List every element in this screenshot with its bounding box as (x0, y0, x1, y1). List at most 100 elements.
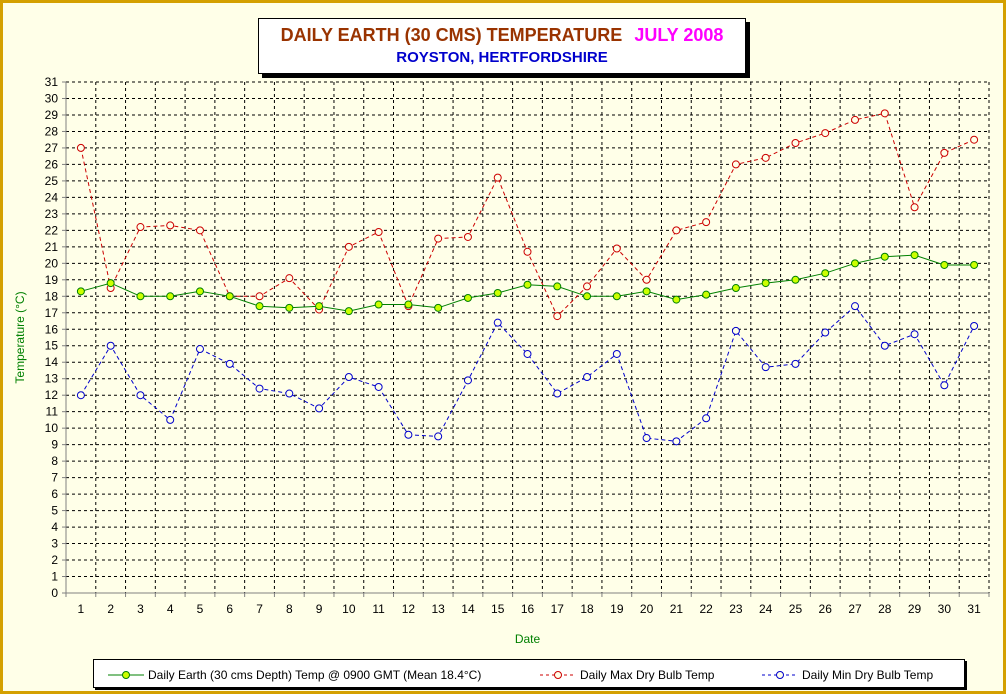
data-point-min (970, 321, 979, 330)
data-point-min (880, 341, 889, 350)
data-point-earth (434, 303, 443, 312)
y-tick-label: 23 (45, 207, 59, 221)
plot-area (66, 82, 989, 593)
data-point-earth (851, 259, 860, 268)
x-tick-label: 17 (551, 602, 565, 616)
data-point-min (642, 434, 651, 443)
data-point-earth (76, 287, 85, 296)
data-point-earth (672, 295, 681, 304)
data-point-earth (315, 302, 324, 311)
data-point-earth (553, 282, 562, 291)
data-point-max (76, 143, 85, 152)
y-tick-label: 24 (45, 190, 59, 204)
data-point-earth (821, 269, 830, 278)
y-tick-label: 22 (45, 223, 59, 237)
data-point-max (612, 244, 621, 253)
data-point-earth (285, 303, 294, 312)
y-tick-label: 29 (45, 108, 59, 122)
data-point-earth (166, 292, 175, 301)
x-tick-label: 19 (610, 602, 624, 616)
data-point-min (940, 381, 949, 390)
data-point-max (761, 153, 770, 162)
data-point-max (434, 234, 443, 243)
data-point-max (880, 109, 889, 118)
data-point-max (344, 242, 353, 251)
chart-title: DAILY EARTH (30 CMS) TEMPERATURE JULY 200… (259, 25, 745, 46)
data-point-earth (404, 300, 413, 309)
x-tick-label: 15 (491, 602, 505, 616)
data-point-min (136, 391, 145, 400)
data-point-min (463, 376, 472, 385)
data-point-min (404, 430, 413, 439)
legend-swatch-max (540, 670, 576, 679)
data-point-min (851, 302, 860, 311)
data-point-min (612, 349, 621, 358)
chart-title-box: DAILY EARTH (30 CMS) TEMPERATURE JULY 200… (258, 18, 746, 74)
x-tick-label: 29 (908, 602, 922, 616)
data-point-min (731, 326, 740, 335)
data-point-max (195, 226, 204, 235)
x-tick-label: 11 (372, 602, 385, 616)
x-tick-label: 6 (226, 602, 233, 616)
chart-title-main: DAILY EARTH (30 CMS) TEMPERATURE (280, 25, 623, 45)
legend-swatch-min (762, 670, 798, 679)
data-point-earth (791, 275, 800, 284)
data-point-min (583, 373, 592, 382)
data-point-min (195, 345, 204, 354)
y-tick-label: 30 (45, 91, 59, 105)
x-tick-label: 7 (256, 602, 263, 616)
y-tick-label: 12 (45, 388, 59, 402)
x-tick-label: 3 (137, 602, 144, 616)
x-tick-label: 20 (640, 602, 654, 616)
x-tick-label: 12 (402, 602, 416, 616)
x-tick-label: 22 (699, 602, 713, 616)
legend-item-max: Daily Max Dry Bulb Temp (540, 667, 714, 682)
data-point-max (791, 138, 800, 147)
y-tick-label: 7 (51, 471, 58, 485)
data-point-earth (195, 287, 204, 296)
y-tick-label: 11 (46, 405, 59, 419)
data-point-earth (523, 280, 532, 289)
data-point-earth (880, 252, 889, 261)
data-point-min (821, 328, 830, 337)
y-tick-label: 4 (51, 520, 58, 534)
data-point-min (434, 432, 443, 441)
chart-title-date: JULY 2008 (634, 25, 724, 45)
y-tick-label: 28 (45, 124, 59, 138)
data-point-earth (106, 279, 115, 288)
y-tick-label: 3 (51, 537, 58, 551)
data-point-min (225, 359, 234, 368)
data-point-earth (374, 300, 383, 309)
y-tick-label: 13 (45, 372, 59, 386)
y-tick-label: 6 (51, 487, 58, 501)
data-point-earth (344, 307, 353, 316)
data-point-earth (761, 279, 770, 288)
x-tick-label: 14 (461, 602, 475, 616)
x-tick-label: 31 (967, 602, 981, 616)
y-tick-label: 15 (45, 339, 59, 353)
x-axis-title: Date (515, 632, 541, 646)
y-tick-label: 2 (51, 553, 58, 567)
legend-item-earth: Daily Earth (30 cms Depth) Temp @ 0900 G… (108, 667, 481, 682)
data-point-max (702, 218, 711, 227)
x-tick-label: 4 (167, 602, 174, 616)
y-tick-label: 17 (45, 306, 59, 320)
data-point-min (702, 414, 711, 423)
x-tick-label: 9 (316, 602, 323, 616)
data-point-max (166, 221, 175, 230)
x-tick-label: 21 (670, 602, 684, 616)
data-point-max (940, 148, 949, 157)
chart-legend: Daily Earth (30 cms Depth) Temp @ 0900 G… (93, 659, 965, 688)
y-tick-label: 9 (51, 438, 58, 452)
x-tick-label: 23 (729, 602, 743, 616)
x-tick-label: 13 (431, 602, 445, 616)
data-point-min (285, 389, 294, 398)
y-tick-label: 14 (45, 355, 59, 369)
y-tick-label: 16 (45, 322, 59, 336)
data-point-min (255, 384, 264, 393)
x-tick-label: 10 (342, 602, 356, 616)
data-point-min (166, 415, 175, 424)
data-point-max (583, 282, 592, 291)
data-point-earth (136, 292, 145, 301)
